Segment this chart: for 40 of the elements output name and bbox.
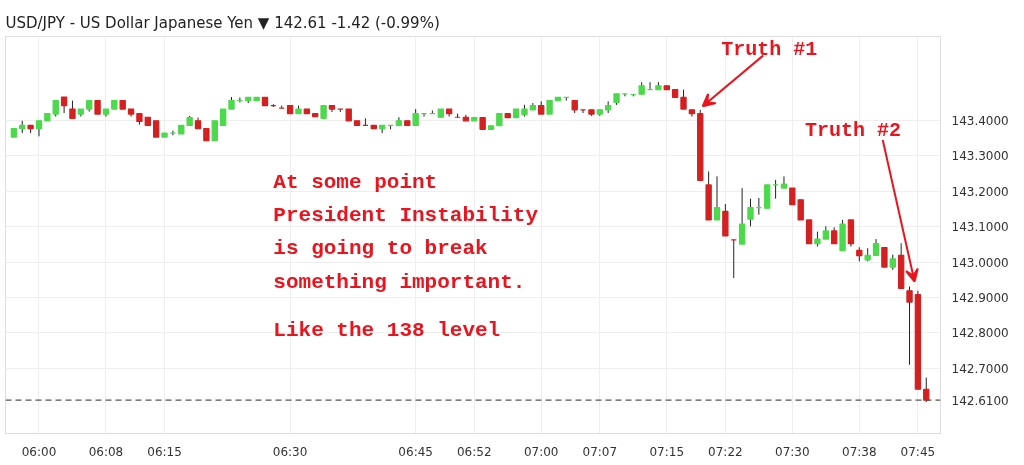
x-tick-label: 07:15	[649, 444, 685, 459]
x-tick-label: 07:22	[708, 444, 743, 459]
annotation: Truth #2	[804, 118, 901, 142]
y-tick-label: 142.9000	[951, 291, 1009, 306]
candlestick	[923, 377, 930, 403]
candlestick	[780, 175, 788, 189]
annotation: Like the 138 level	[273, 318, 501, 342]
candlestick	[805, 219, 813, 245]
annotation: At some point President Instability is going to break something important.	[273, 170, 539, 294]
x-tick-label: 06:15	[147, 444, 182, 459]
x-tick-label: 07:30	[775, 444, 810, 459]
x-tick-label: 06:08	[88, 444, 124, 459]
candlestick	[713, 175, 721, 221]
ref-line-label: 142.6100	[951, 393, 1009, 408]
y-tick-label: 143.1000	[951, 220, 1009, 235]
x-tick-label: 07:38	[842, 444, 877, 459]
x-tick-label: 07:45	[900, 444, 936, 459]
x-tick-label: 06:45	[398, 444, 433, 459]
candlestick	[747, 198, 754, 227]
y-tick-label: 143.4000	[951, 113, 1009, 128]
x-tick-label: 06:00	[21, 444, 57, 459]
y-tick-label: 143.3000	[951, 149, 1009, 164]
x-tick-label: 06:30	[272, 444, 308, 459]
y-tick-label: 143.2000	[951, 184, 1009, 199]
candlestick	[738, 187, 746, 245]
x-tick-label: 07:07	[582, 444, 618, 459]
candlestick	[881, 246, 888, 268]
x-tick-label: 07:00	[523, 444, 559, 459]
y-tick-label: 143.0000	[951, 255, 1009, 270]
annotation: Truth #1	[721, 38, 818, 62]
candlestick	[621, 93, 629, 97]
candlestick	[906, 286, 913, 366]
chart-title: USD/JPY - US Dollar Japanese Yen ▼ 142.61 -1.42 (-0.99%)	[5, 13, 440, 32]
candlestick	[680, 89, 687, 110]
candlestick	[847, 219, 855, 248]
candlestick	[764, 184, 771, 209]
x-tick-label: 06:52	[456, 444, 492, 459]
y-tick-label: 142.7000	[951, 361, 1009, 376]
y-tick-label: 142.8000	[951, 326, 1009, 341]
candlestick	[211, 120, 218, 142]
